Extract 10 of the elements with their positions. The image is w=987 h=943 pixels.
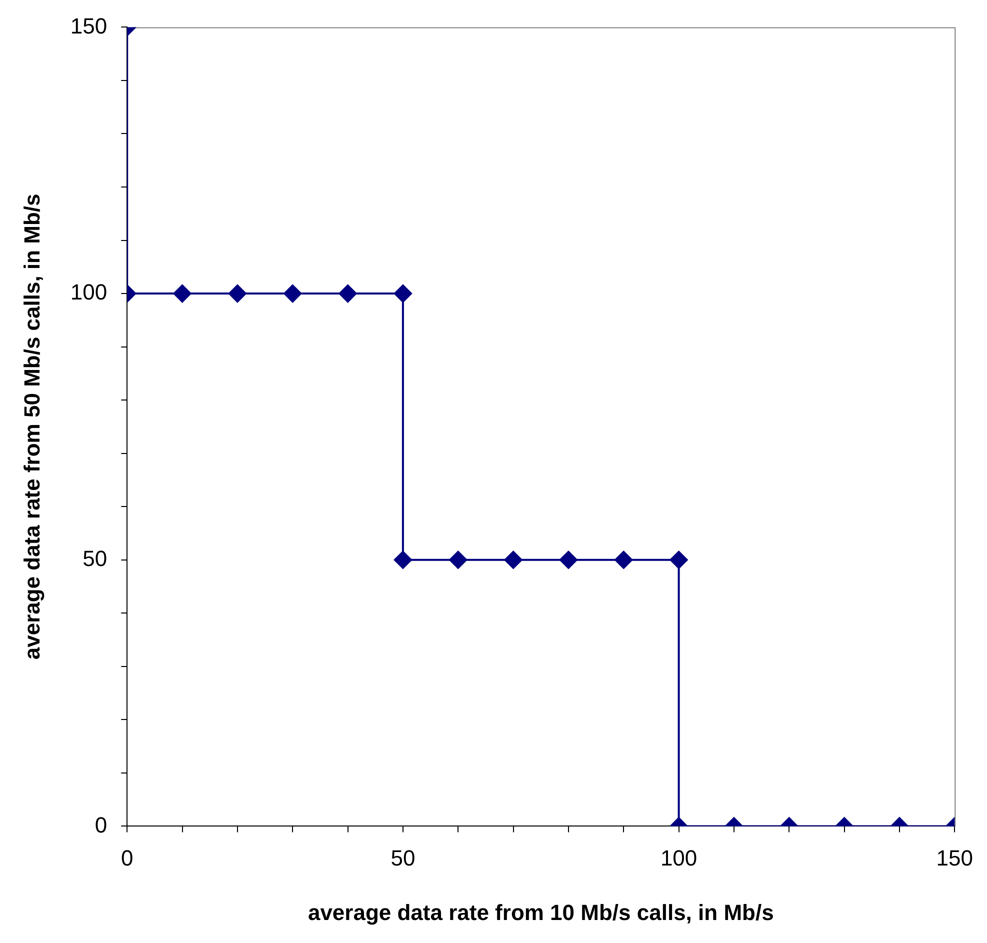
x-tick-label: 100 (660, 845, 698, 870)
y-tick-label: 0 (94, 812, 108, 838)
y-tick-label: 100 (70, 280, 108, 305)
y-axis-title: average data rate from 50 Mb/s calls, in Mb/s (19, 194, 44, 660)
x-tick-label: 50 (390, 845, 416, 870)
y-tick-label: 150 (70, 13, 108, 38)
x-tick-label: 0 (120, 845, 134, 870)
x-tick-label: 150 (936, 845, 974, 870)
y-tick-label: 50 (82, 546, 108, 571)
x-axis-title: average data rate from 10 Mb/s calls, in Mb/s (308, 900, 774, 925)
